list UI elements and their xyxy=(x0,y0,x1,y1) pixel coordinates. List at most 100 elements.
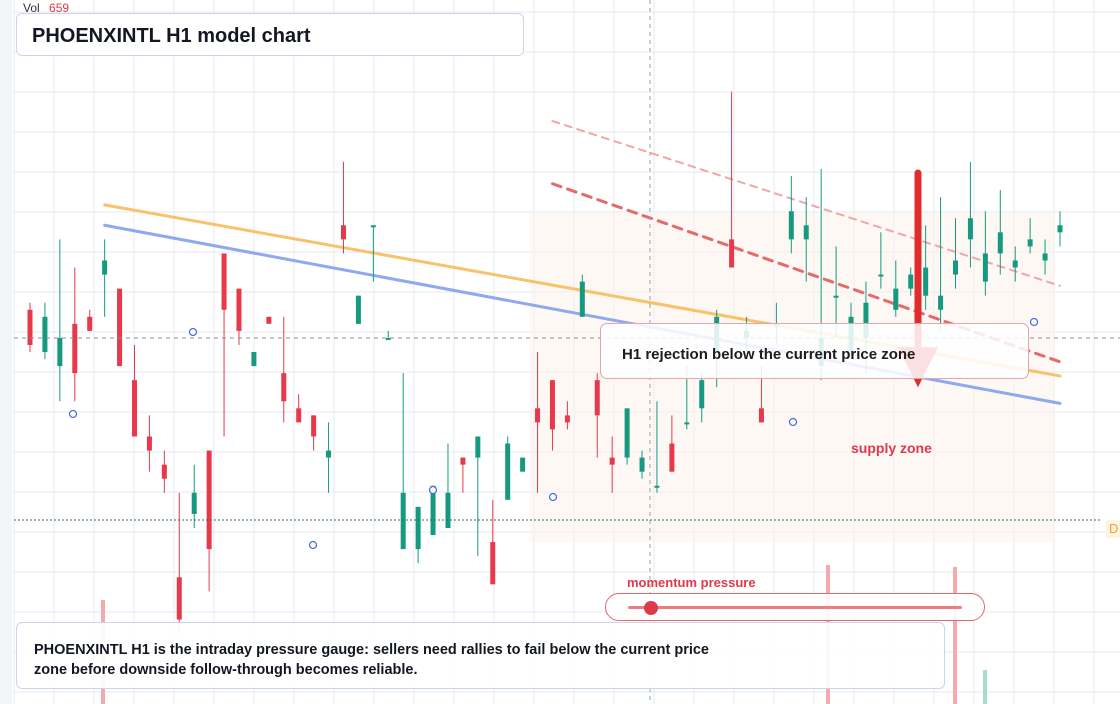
candle-body xyxy=(997,232,1003,254)
candle xyxy=(460,457,466,493)
candle-body xyxy=(893,288,899,310)
candle xyxy=(117,288,123,367)
candle xyxy=(355,295,361,324)
candle xyxy=(236,288,242,345)
candle xyxy=(1027,218,1033,254)
signal-marker xyxy=(428,485,438,495)
candle-body xyxy=(833,295,839,298)
candle-body xyxy=(281,373,287,402)
candle xyxy=(923,225,929,310)
candle-body xyxy=(1027,239,1033,247)
candle-body xyxy=(579,281,585,317)
momentum-label: momentum pressure xyxy=(627,575,756,590)
volume-bar xyxy=(953,567,957,704)
candle-body xyxy=(1012,260,1018,268)
candle xyxy=(1012,246,1018,282)
candle xyxy=(938,197,944,331)
candle-body xyxy=(923,267,929,296)
candle xyxy=(340,161,346,254)
candle xyxy=(475,436,481,557)
chart-title-panel: PHOENXINTL H1 model chart xyxy=(16,13,524,56)
candle xyxy=(535,352,541,493)
candle xyxy=(654,401,660,493)
candle-body xyxy=(430,485,436,536)
candle-body xyxy=(355,295,361,324)
candle xyxy=(251,352,257,367)
candle-body xyxy=(131,380,137,437)
candle-body xyxy=(445,492,451,528)
candle-body xyxy=(654,485,660,488)
candle xyxy=(669,415,675,472)
candle-body xyxy=(609,457,615,465)
candle-body xyxy=(146,436,152,451)
candle xyxy=(549,380,555,451)
candle xyxy=(967,161,973,268)
candle xyxy=(908,267,914,296)
analysis-note-panel: PHOENXINTL H1 is the intraday pressure g… xyxy=(16,622,945,689)
candle xyxy=(505,436,511,500)
candle xyxy=(893,260,899,317)
candle-body xyxy=(758,408,764,423)
candle-body xyxy=(863,302,869,338)
candle-body xyxy=(520,457,526,472)
candle xyxy=(699,373,705,423)
signal-marker xyxy=(188,327,198,337)
candle xyxy=(624,408,630,465)
candle xyxy=(87,309,93,331)
candle xyxy=(206,450,212,592)
signal-marker xyxy=(788,417,798,427)
candle-body xyxy=(953,260,959,275)
candle xyxy=(296,394,302,423)
candle-body xyxy=(475,436,481,458)
candle xyxy=(146,415,152,472)
candle-body xyxy=(27,309,33,345)
candle xyxy=(57,239,63,402)
candle-body xyxy=(415,506,421,550)
candle xyxy=(191,464,197,528)
candle xyxy=(400,373,406,550)
price-scale-tag: D xyxy=(1106,520,1120,538)
left-scale-strip xyxy=(0,0,12,704)
candle-body xyxy=(967,218,973,240)
candle-body xyxy=(87,316,93,331)
supply-zone-label: supply zone xyxy=(851,440,932,456)
candle xyxy=(221,253,227,437)
candle xyxy=(953,218,959,289)
volume-bar xyxy=(983,670,987,704)
candle-body xyxy=(42,316,48,352)
candle xyxy=(445,443,451,528)
candle-body xyxy=(564,415,570,423)
volume-label: Vol xyxy=(23,1,40,15)
candle-body xyxy=(72,323,78,374)
momentum-slider[interactable] xyxy=(605,593,985,621)
candle xyxy=(102,239,108,317)
candle xyxy=(27,302,33,352)
candle-body xyxy=(982,253,988,282)
rejection-callout[interactable]: H1 rejection below the current price zon… xyxy=(600,323,1029,379)
candle xyxy=(266,316,272,324)
analysis-note: PHOENXINTL H1 is the intraday pressure g… xyxy=(34,642,709,678)
candle xyxy=(176,492,182,634)
candle xyxy=(281,316,287,423)
candle-body xyxy=(266,316,272,324)
candle-body xyxy=(206,450,212,550)
candle xyxy=(42,302,48,360)
candle xyxy=(1042,239,1048,275)
candle-body xyxy=(505,443,511,500)
candle xyxy=(490,499,496,585)
candle-body xyxy=(385,337,391,340)
candle xyxy=(788,176,794,254)
candle-body xyxy=(684,422,690,425)
momentum-knob[interactable] xyxy=(644,601,658,615)
candle xyxy=(639,450,645,479)
candle-body xyxy=(803,225,809,240)
candle-body xyxy=(236,288,242,331)
candle-body xyxy=(788,211,794,240)
candle-body xyxy=(117,288,123,367)
candle-body xyxy=(370,225,376,228)
candle-body xyxy=(1042,253,1048,261)
candle xyxy=(161,450,167,493)
signal-marker xyxy=(68,409,78,419)
momentum-track xyxy=(628,606,962,609)
candle xyxy=(326,422,332,493)
